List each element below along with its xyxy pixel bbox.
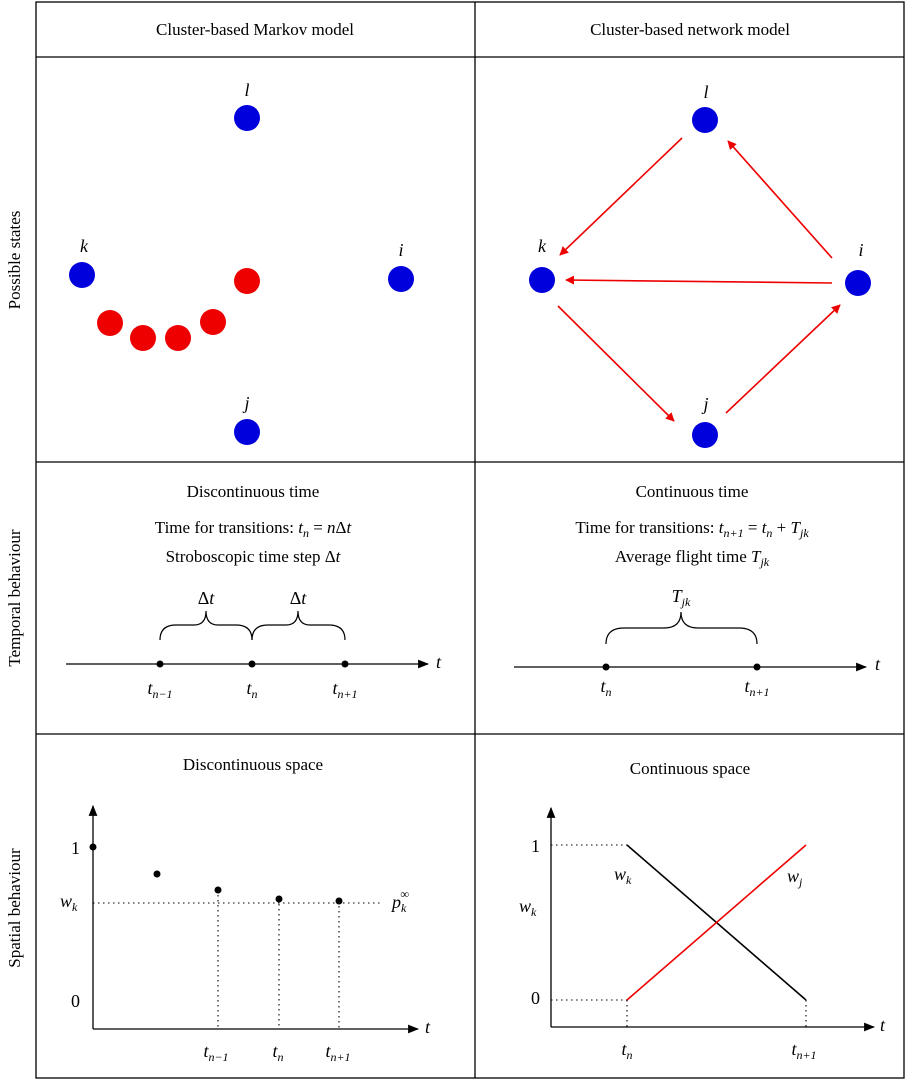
brace-flight-time [605,611,758,645]
markov-node-i [388,266,414,292]
delta-t-label: Δt [290,588,308,608]
x-tick-t-n-plus-1: tn+1 [325,1041,350,1064]
network-node-l [692,107,718,133]
header-right: Cluster-based network model [590,20,790,39]
header-left: Cluster-based Markov model [156,20,354,39]
row-label-temporal: Temporal behaviour [5,529,24,666]
network-node-j [692,422,718,448]
stroboscopic-step-text: Stroboscopic time step Δt [166,547,342,566]
wk-line-label: wk [614,864,632,887]
continuous-time-formula: Time for transitions: tn+1 = tn + Tjk [575,518,809,540]
tick-t-n: tn [246,678,257,701]
tick-t-n-plus-1: tn+1 [332,678,357,701]
continuous-time-panel: Continuous time Time for transitions: tn… [514,482,881,699]
wj-growth-line [626,844,807,1001]
x-axis-label: t [880,1015,886,1035]
markov-node-k [69,262,95,288]
markov-node-j [234,419,260,445]
y-tick-one: 1 [71,838,80,858]
prob-point [153,870,161,878]
tick-t-n-minus-1: tn−1 [147,678,172,701]
delta-t-label: Δt [198,588,216,608]
edge-j-to-i [725,304,841,414]
flight-time-label: Tjk [672,586,691,609]
continuous-time-title: Continuous time [636,482,749,501]
discontinuous-time-title: Discontinuous time [187,482,320,501]
markov-states: l k i j [69,80,414,445]
discontinuous-time-panel: Discontinuous time Time for transitions:… [66,482,442,701]
network-states: l k i j [529,82,871,448]
x-tick-t-n: tn [272,1041,283,1064]
markov-transient-dot [200,309,226,335]
x-tick-t-n: tn [621,1039,632,1062]
wj-line-label: wj [787,866,803,889]
markov-node-l [234,105,260,131]
prob-point [89,843,97,851]
discontinuous-time-formula: Time for transitions: tn = nΔt [155,518,353,540]
table-grid [35,1,905,1079]
network-label-k: k [538,236,547,256]
time-axis-label: t [875,654,881,674]
row-label-spatial: Spatial behaviour [5,848,24,968]
tick-t-n: tn [600,676,611,699]
y-tick-zero: 0 [531,988,540,1008]
markov-transient-dot [165,325,191,351]
y-tick-one: 1 [531,836,540,856]
y-tick-zero: 0 [71,991,80,1011]
stationary-prob-label: pk∞ [390,887,409,915]
network-label-l: l [703,82,708,102]
time-point [341,660,349,668]
edge-k-to-j [557,305,675,422]
average-flight-time-text: Average flight time Tjk [615,547,770,569]
x-tick-t-n-minus-1: tn−1 [203,1041,228,1064]
edge-l-to-k [559,137,683,256]
x-tick-t-n-plus-1: tn+1 [791,1039,816,1062]
network-label-j: j [701,394,708,414]
x-axis-label: t [425,1017,431,1037]
network-label-i: i [858,240,863,260]
markov-label-j: j [242,393,249,413]
tick-t-n-plus-1: tn+1 [744,676,769,699]
discontinuous-space-panel: Discontinuous space t 1 0 wk pk∞ tn−1 tn… [60,755,431,1064]
brace-delta-1 [159,610,253,641]
time-point [753,663,761,671]
markov-label-i: i [398,240,403,260]
continuous-space-title: Continuous space [630,759,750,778]
network-node-i [845,270,871,296]
markov-transient-dot [234,268,260,294]
discontinuous-space-title: Discontinuous space [183,755,323,774]
time-axis-label: t [436,652,442,672]
time-point [602,663,610,671]
continuous-space-panel: Continuous space t 1 0 wk wk wj tn tn+1 [519,759,886,1062]
markov-transient-dot [130,325,156,351]
edge-i-to-l [727,140,833,259]
time-point [248,660,256,668]
row-label-states: Possible states [5,211,24,310]
network-node-k [529,267,555,293]
time-point [156,660,164,668]
brace-delta-2 [251,610,346,641]
edge-i-to-k [565,275,833,285]
markov-label-k: k [80,236,89,256]
markov-transient-dot [97,310,123,336]
y-label-wk: wk [519,896,537,919]
markov-label-l: l [244,80,249,100]
y-tick-wk: wk [60,891,78,914]
